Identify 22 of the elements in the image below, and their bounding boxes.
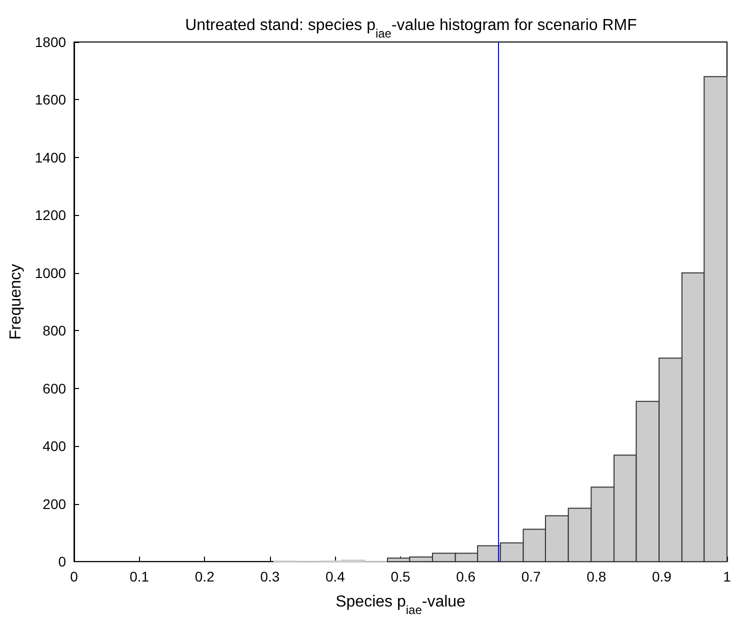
y-axis-title: Frequency <box>8 264 24 340</box>
y-tick-label: 0 <box>58 554 66 570</box>
y-tick-label: 1200 <box>34 207 66 224</box>
x-tick-label: 0.5 <box>390 568 410 585</box>
x-tick-label: 0.8 <box>586 568 606 585</box>
y-tick-label: 800 <box>42 322 66 339</box>
x-tick-label: 0.1 <box>130 568 150 585</box>
x-tick-label: 0.9 <box>652 568 672 585</box>
x-tick-label: 0.6 <box>456 568 476 585</box>
x-tick-label: 0 <box>70 568 78 585</box>
x-tick-label: 0.3 <box>260 568 280 585</box>
y-tick-label: 400 <box>42 438 66 454</box>
x-tick-label: 1 <box>723 568 732 585</box>
y-tick-label: 200 <box>42 496 66 512</box>
y-tick-label: 1000 <box>34 264 66 281</box>
y-tick-label: 1400 <box>34 149 66 166</box>
y-tick-label: 1600 <box>34 92 66 108</box>
x-tick-label: 0.7 <box>521 568 542 585</box>
y-tick-label: 600 <box>42 380 66 396</box>
y-tick-label: 1800 <box>34 34 66 50</box>
x-tick-label: 0.2 <box>194 568 215 585</box>
x-tick-label: 0.4 <box>325 568 346 585</box>
